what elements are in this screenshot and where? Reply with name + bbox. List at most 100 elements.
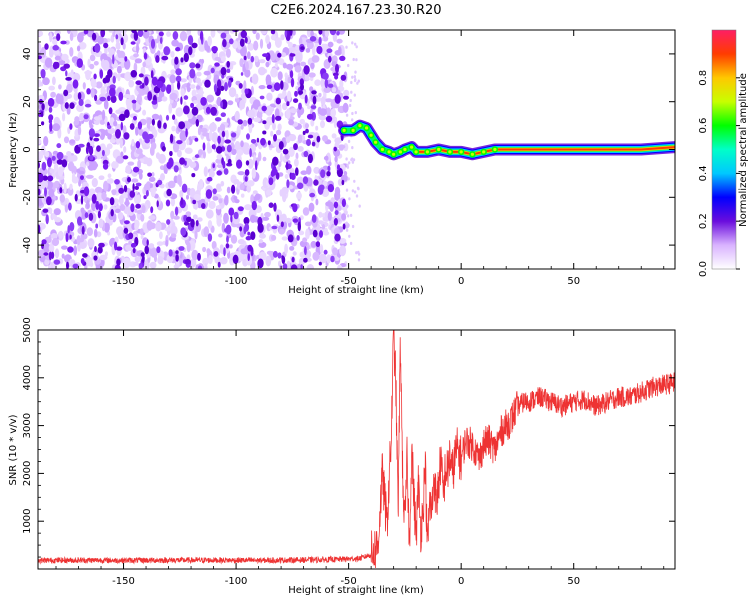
noise-speckle [63,136,70,144]
noise-speckle [206,248,211,255]
noise-speckle [64,40,70,45]
noise-speckle-strong [222,39,227,48]
noise-speckle [50,91,56,98]
noise-speckle-strong [223,168,229,175]
noise-speckle [148,215,156,220]
noise-speckle-strong [110,209,114,217]
noise-speckle [308,72,316,78]
noise-speckle-strong [273,134,277,142]
noise-speckle-strong [270,30,276,35]
noise-speckle [169,225,178,236]
noise-speckle-strong [65,70,68,77]
noise-speckle [42,77,50,86]
noise-speckle [115,208,121,214]
noise-speckle [254,55,259,63]
noise-speckle [122,257,131,269]
noise-speckle [300,61,307,67]
noise-speckle-strong [239,38,245,47]
noise-speckle [89,54,96,62]
ridge-blob-core [403,147,407,152]
noise-speckle-strong [78,98,84,107]
noise-speckle-strong [212,163,215,169]
noise-speckle-strong [212,144,216,150]
noise-speckle [111,161,119,169]
noise-speckle [179,30,188,42]
noise-speckle [334,155,338,163]
noise-speckle-strong [192,199,197,205]
noise-speckle [167,180,176,189]
noise-speckle [345,157,348,161]
noise-speckle-strong [302,130,306,135]
noise-speckle-strong [77,216,82,226]
noise-speckle-strong [312,229,318,238]
noise-speckle-strong [178,246,185,251]
snr-panel: -150 -100 -50 0 50 1000 2000 3000 4000 5000 Heig… [8,317,676,596]
noise-speckle [309,86,314,92]
noise-speckle-strong [293,98,299,103]
noise-speckle-strong [124,109,130,118]
noise-speckle [242,146,251,155]
noise-speckle-strong [333,146,337,152]
ridge-blob-core [358,124,362,128]
noise-speckle [124,59,131,70]
noise-speckle [276,129,282,136]
noise-speckle [286,108,291,120]
noise-speckle [205,209,214,219]
noise-speckle [63,182,67,194]
noise-speckle-strong [51,155,56,161]
noise-speckle-strong [88,212,94,221]
noise-speckle [310,119,315,127]
noise-speckle-strong [116,258,121,266]
noise-speckle-strong [175,250,179,255]
noise-speckle-strong [188,46,193,56]
noise-speckle [151,142,157,150]
noise-speckle-strong [324,78,329,89]
noise-speckle [204,228,208,238]
noise-speckle-strong [114,179,120,185]
noise-speckle [351,41,354,45]
noise-speckle [338,237,347,244]
noise-speckle-strong [141,255,145,263]
noise-speckle [176,149,182,158]
noise-speckle-strong [206,176,213,182]
noise-speckle [272,139,279,147]
noise-speckle-strong [281,255,284,261]
noise-speckle-strong [56,33,61,41]
noise-speckle [228,87,237,98]
noise-speckle [215,205,222,210]
noise-speckle [224,195,229,206]
noise-speckle-strong [214,62,220,67]
noise-speckle-strong [289,70,294,79]
noise-speckle-strong [294,90,298,97]
noise-speckle [119,204,126,211]
noise-speckle [349,213,353,217]
noise-speckle-strong [327,184,335,193]
noise-speckle-strong [194,137,199,142]
noise-speckle-strong [268,177,274,186]
noise-speckle-strong [282,263,288,269]
noise-speckle-strong [163,46,171,56]
noise-speckle [120,151,124,157]
noise-speckle [279,152,283,163]
snr-x-axis-label: Height of straight line (km) [288,585,424,596]
noise-speckle-strong [47,175,54,182]
noise-speckle-strong [120,121,124,131]
noise-speckle [52,38,58,45]
noise-speckle-strong [81,225,85,235]
noise-speckle-strong [266,84,273,90]
noise-speckle [253,117,261,123]
noise-speckle-strong [326,48,333,53]
noise-speckle [281,236,288,241]
noise-speckle [48,85,55,91]
noise-speckle-strong [97,210,101,219]
noise-speckle-strong [166,84,172,94]
noise-speckle-strong [222,160,226,169]
noise-speckle-strong [129,123,135,130]
spectrogram-y-axis-label: Frequency (Hz) [8,112,19,188]
noise-speckle-strong [220,85,225,92]
noise-speckle [258,239,264,244]
noise-speckle-strong [262,120,267,125]
noise-speckle-strong [166,188,172,197]
noise-speckle [351,146,354,150]
noise-speckle-strong [254,160,258,171]
